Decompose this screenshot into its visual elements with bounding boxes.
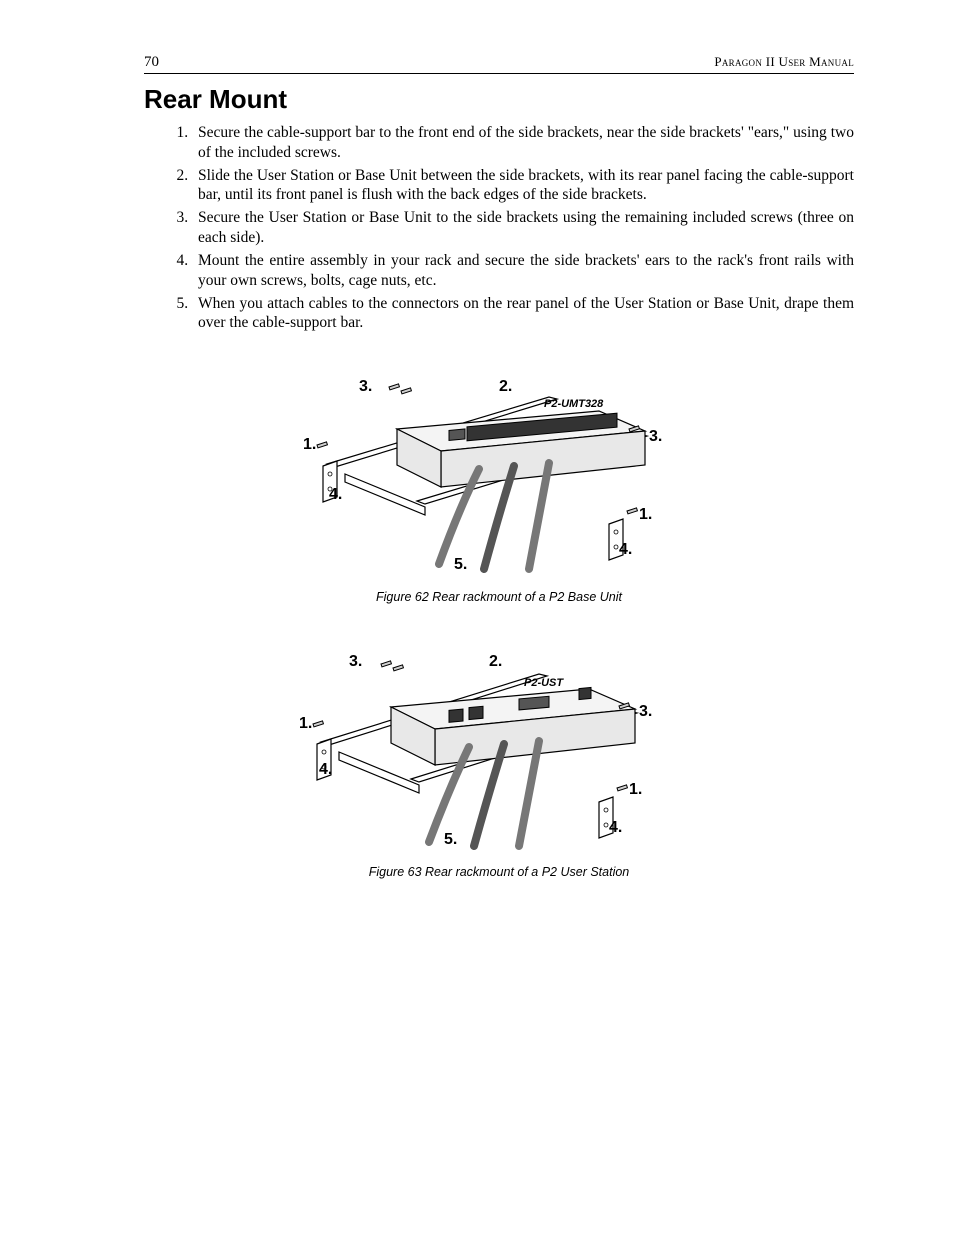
screw-icon <box>317 442 327 448</box>
screw-icon <box>389 384 399 390</box>
callout: 1. <box>639 506 652 523</box>
figure-caption: Figure 62 Rear rackmount of a P2 Base Un… <box>144 590 854 604</box>
cable-support-bar <box>345 474 425 515</box>
section-title: Rear Mount <box>144 84 854 115</box>
rackmount-diagram-user-station: P2-UST 3. 2. 3. 1. 1. 4. 4. 5. <box>299 644 699 859</box>
callout: 4. <box>609 819 622 836</box>
screw-icon <box>313 721 323 727</box>
manual-page: 70 Paragon II User Manual Rear Mount Sec… <box>0 0 954 1235</box>
callout: 2. <box>489 653 502 670</box>
port-icon <box>519 697 549 711</box>
screw-icon <box>381 661 391 667</box>
callout: 5. <box>444 831 457 848</box>
rackmount-diagram-base-unit: P2-UMT328 3. 2. 3. 1. 1. 4. 4. 5. <box>289 369 709 584</box>
port-icon <box>579 688 591 700</box>
port-icon <box>469 707 483 720</box>
cable-support-bar <box>339 752 419 793</box>
callout: 4. <box>329 486 342 503</box>
step-2: Slide the User Station or Base Unit betw… <box>192 166 854 206</box>
figure-63: P2-UST 3. 2. 3. 1. 1. 4. 4. 5. Figure 63… <box>144 644 854 879</box>
step-3: Secure the User Station or Base Unit to … <box>192 208 854 248</box>
step-1: Secure the cable-support bar to the fron… <box>192 123 854 163</box>
screw-icon <box>393 665 403 671</box>
callout: 3. <box>649 428 662 445</box>
screw-icon <box>617 785 627 791</box>
step-4: Mount the entire assembly in your rack a… <box>192 251 854 291</box>
model-label: P2-UST <box>524 677 564 689</box>
figure-62: P2-UMT328 3. 2. 3. 1. 1. 4. 4. 5. Figure… <box>144 369 854 604</box>
callout: 3. <box>639 703 652 720</box>
callout: 3. <box>359 378 372 395</box>
manual-title: Paragon II User Manual <box>714 54 854 70</box>
figure-caption: Figure 63 Rear rackmount of a P2 User St… <box>144 865 854 879</box>
instruction-list: Secure the cable-support bar to the fron… <box>144 123 854 333</box>
callout: 1. <box>299 715 312 732</box>
page-header: 70 Paragon II User Manual <box>144 54 854 74</box>
cable-3 <box>529 463 549 569</box>
callout: 1. <box>303 436 316 453</box>
callout: 3. <box>349 653 362 670</box>
port-group-icon <box>449 429 465 440</box>
step-5: When you attach cables to the connectors… <box>192 294 854 334</box>
callout: 4. <box>619 541 632 558</box>
port-icon <box>449 709 463 722</box>
callout: 5. <box>454 556 467 573</box>
callout: 4. <box>319 761 332 778</box>
model-label: P2-UMT328 <box>544 398 604 410</box>
screw-icon <box>401 388 411 394</box>
page-number: 70 <box>144 54 159 71</box>
callout: 2. <box>499 378 512 395</box>
cable-3 <box>519 741 539 846</box>
screw-icon <box>627 508 637 514</box>
callout: 1. <box>629 781 642 798</box>
